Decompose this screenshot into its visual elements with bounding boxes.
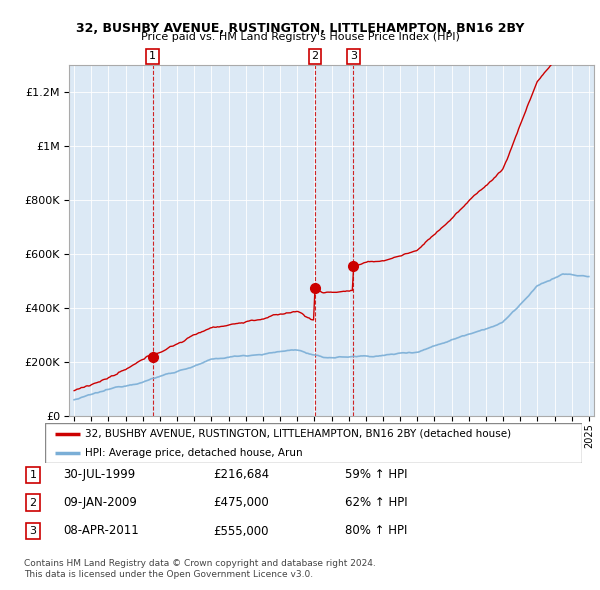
Text: This data is licensed under the Open Government Licence v3.0.: This data is licensed under the Open Gov… <box>24 571 313 579</box>
Text: £555,000: £555,000 <box>213 525 269 537</box>
Text: 3: 3 <box>29 526 37 536</box>
Text: £475,000: £475,000 <box>213 496 269 509</box>
Text: 62% ↑ HPI: 62% ↑ HPI <box>345 496 407 509</box>
Text: £216,684: £216,684 <box>213 468 269 481</box>
Text: 09-JAN-2009: 09-JAN-2009 <box>63 496 137 509</box>
Text: 1: 1 <box>149 51 156 61</box>
Text: Price paid vs. HM Land Registry's House Price Index (HPI): Price paid vs. HM Land Registry's House … <box>140 32 460 42</box>
Text: 3: 3 <box>350 51 357 61</box>
Text: Contains HM Land Registry data © Crown copyright and database right 2024.: Contains HM Land Registry data © Crown c… <box>24 559 376 568</box>
Text: 80% ↑ HPI: 80% ↑ HPI <box>345 525 407 537</box>
FancyBboxPatch shape <box>45 423 582 463</box>
Text: 30-JUL-1999: 30-JUL-1999 <box>63 468 135 481</box>
Text: 2: 2 <box>311 51 319 61</box>
Text: 1: 1 <box>29 470 37 480</box>
Text: 2: 2 <box>29 498 37 507</box>
Text: HPI: Average price, detached house, Arun: HPI: Average price, detached house, Arun <box>85 448 303 458</box>
Text: 08-APR-2011: 08-APR-2011 <box>63 525 139 537</box>
Text: 32, BUSHBY AVENUE, RUSTINGTON, LITTLEHAMPTON, BN16 2BY (detached house): 32, BUSHBY AVENUE, RUSTINGTON, LITTLEHAM… <box>85 429 511 439</box>
Text: 32, BUSHBY AVENUE, RUSTINGTON, LITTLEHAMPTON, BN16 2BY: 32, BUSHBY AVENUE, RUSTINGTON, LITTLEHAM… <box>76 22 524 35</box>
Text: 59% ↑ HPI: 59% ↑ HPI <box>345 468 407 481</box>
